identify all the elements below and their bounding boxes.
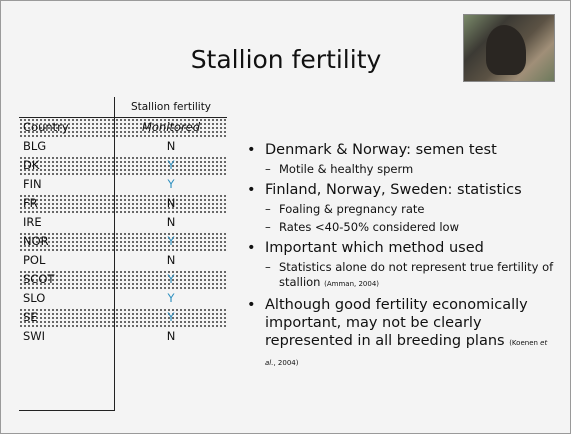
table-row: SWI N [19,327,227,346]
bullet: Although good fertility economically imp… [247,296,557,372]
table-row: DK Y [19,156,227,175]
column-label: Country [23,118,69,137]
sub-bullet-text: Motile & healthy sperm [279,162,413,176]
header-cell: Stallion fertility [115,97,227,117]
horse-shape [486,25,526,75]
sub-bullet: Foaling & pregnancy rate [247,202,557,217]
table-bottom-line [19,410,115,411]
country-cell: POL [23,251,45,270]
monitored-cell: Y [115,308,227,327]
slide-title: Stallion fertility [151,45,421,74]
monitored-cell: Y [115,270,227,289]
sub-bullet-text: Rates <40-50% considered low [279,220,459,234]
country-cell: NOR [23,232,49,251]
bullet: Denmark & Norway: semen test [247,141,557,159]
citation-part: , 2004) [273,359,298,367]
bullet-text: Important which method used [265,240,484,256]
sub-bullet: Rates <40-50% considered low [247,220,557,235]
country-cell: FIN [23,175,42,194]
bullet: Finland, Norway, Sweden: statistics [247,181,557,199]
table-row: POL N [19,251,227,270]
table-header: Stallion fertility [19,97,227,118]
table-row: BLG N [19,137,227,156]
bullet-text: Although good fertility economically imp… [265,297,528,349]
table-row: IRE N [19,213,227,232]
monitored-cell: Y [115,175,227,194]
bullet: Important which method used [247,239,557,257]
bullet-text: Finland, Norway, Sweden: statistics [265,182,522,198]
table: Stallion fertility Country Monitored BLG… [19,97,227,346]
bullet-text: Denmark & Norway: semen test [265,142,497,158]
column-row: Country Monitored [19,118,227,137]
horse-photo [463,14,555,82]
country-cell: SLO [23,289,45,308]
table-row: FIN Y [19,175,227,194]
sub-bullet: Motile & healthy sperm [247,162,557,177]
country-cell: SE [23,308,38,327]
table-divider [114,97,115,411]
country-cell: DK [23,156,39,175]
country-cell: FR [23,194,38,213]
country-cell: SWI [23,327,45,346]
country-cell: SCOT [23,270,54,289]
citation-part: (Koenen [509,339,540,347]
monitored-cell: N [115,251,227,270]
bullet-list: Denmark & Norway: semen test Motile & hea… [247,137,557,372]
monitored-cell: Y [115,156,227,175]
sub-bullet-text: Statistics alone do not represent true f… [279,260,553,289]
country-cell: IRE [23,213,42,232]
monitored-cell: N [115,194,227,213]
monitored-cell: N [115,137,227,156]
table-row: SCOT Y [19,270,227,289]
table-row: NOR Y [19,232,227,251]
monitored-cell: N [115,213,227,232]
country-cell: BLG [23,137,46,156]
monitored-cell: Y [115,232,227,251]
citation: (Amman, 2004) [324,280,379,288]
column-label: Monitored [115,118,227,137]
sub-bullet: Statistics alone do not represent true f… [247,260,557,292]
table-row: FR N [19,194,227,213]
table-row: SE Y [19,308,227,327]
table-row: SLO Y [19,289,227,308]
monitored-cell: N [115,327,227,346]
sub-bullet-text: Foaling & pregnancy rate [279,202,424,216]
monitored-cell: Y [115,289,227,308]
slide: Stallion fertility Stallion fertility Co… [0,0,571,434]
